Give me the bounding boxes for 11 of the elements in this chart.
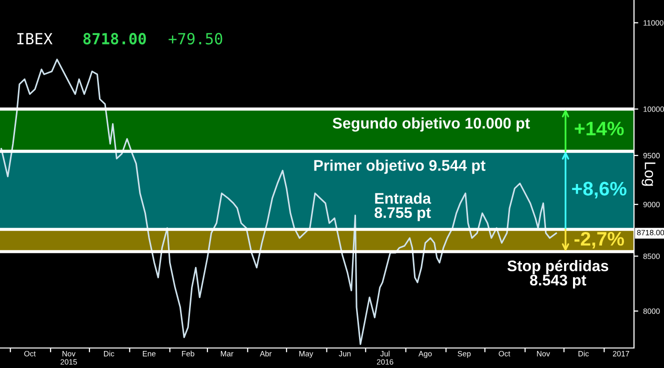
ref-line-label: Stop pérdidas 8.543 pt: [507, 260, 608, 289]
ref-line-label: Entrada 8.755 pt: [374, 192, 432, 222]
band-label: +14%: [574, 122, 624, 136]
ref-line-label: Primer objetivo 9.544 pt: [314, 160, 486, 174]
band-label: +8,6%: [572, 182, 626, 198]
y-axis-title: Log: [642, 162, 656, 186]
annotation: 8718.00: [83, 32, 146, 44]
ref-line-label: Segundo objetivo 10.000 pt: [332, 117, 530, 132]
annotation: +79.50: [168, 32, 222, 44]
band-label: -2,7%: [574, 232, 624, 249]
text: IBEX: [17, 33, 52, 44]
